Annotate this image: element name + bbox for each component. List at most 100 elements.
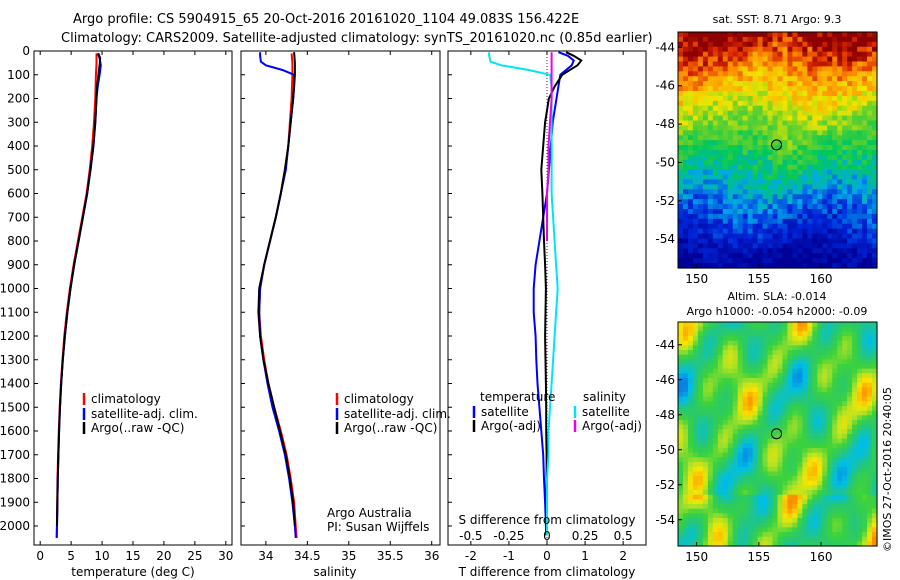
map-cell [687, 105, 694, 112]
map-cell [852, 51, 858, 58]
map-cell [722, 452, 729, 458]
map-cell [797, 209, 803, 215]
map-cell [678, 71, 684, 77]
map-cell [777, 164, 784, 171]
map-cell [687, 81, 694, 87]
map-cell [747, 154, 754, 161]
map-cell [752, 258, 759, 264]
map-cell [832, 429, 838, 435]
map-cell [772, 443, 779, 449]
map-cell [727, 120, 734, 127]
map-cell [832, 199, 838, 205]
map-cell [867, 429, 873, 435]
map-cell [682, 350, 689, 356]
map-cell [852, 145, 858, 151]
map-cell [702, 169, 709, 176]
map-cell [697, 150, 704, 156]
map-cell [772, 387, 779, 393]
map-cell [772, 130, 779, 136]
map-cell [867, 368, 873, 374]
map-cell [797, 46, 803, 53]
map-cell [762, 513, 769, 519]
map-cell [837, 392, 843, 398]
map-cell [837, 382, 843, 388]
map-cell [822, 359, 828, 365]
map-cell [732, 56, 739, 63]
map-cell [807, 331, 813, 337]
map-cell [752, 189, 759, 195]
map-cell [678, 61, 684, 68]
map-cell [777, 223, 784, 230]
map-cell [727, 541, 734, 547]
map-cell [717, 354, 724, 360]
map-cell [847, 91, 853, 97]
map-cell [802, 345, 808, 351]
map-cell [782, 204, 789, 210]
map-cell [842, 457, 848, 463]
map-cell [722, 41, 729, 48]
map-cell [847, 95, 853, 102]
map-cell [752, 499, 759, 505]
map-cell [747, 434, 754, 440]
map-cell [832, 420, 838, 426]
map-cell [702, 504, 709, 510]
map-cell [712, 368, 719, 374]
map-cell [852, 415, 858, 421]
map-cell [837, 145, 843, 151]
map-cell [757, 373, 764, 379]
map-cell [797, 536, 803, 542]
map-cell [752, 448, 759, 454]
map-cell [852, 457, 858, 463]
y-tick-label: 1600 [0, 424, 30, 438]
map-cell [812, 61, 818, 68]
map-cell [822, 263, 828, 269]
map-cell [682, 499, 689, 505]
map-cell [772, 322, 779, 328]
map-cell [782, 76, 789, 82]
map-cell [727, 130, 734, 136]
map-cell [712, 169, 719, 176]
map-cell [678, 322, 684, 328]
legend-t-satellite-label: satellite [481, 405, 529, 419]
map-cell [682, 536, 689, 542]
map-cell [832, 150, 838, 156]
map-cell [678, 424, 684, 430]
map-cell [792, 209, 798, 215]
map-cell [867, 513, 873, 519]
map-cell [682, 218, 689, 225]
map-cell [732, 233, 739, 240]
map-cell [827, 32, 833, 38]
y-tick-label: 200 [7, 92, 30, 106]
map-cell [812, 326, 818, 332]
map-cell [727, 174, 734, 181]
map-cell [697, 518, 704, 524]
map-cell [752, 331, 759, 337]
map-cell [692, 331, 699, 337]
map-cell [727, 382, 734, 388]
map-cell [862, 46, 868, 53]
map-cell [842, 32, 848, 38]
map-cell [707, 382, 714, 388]
map-cell [807, 326, 813, 332]
map-cell [702, 130, 709, 136]
map-cell [747, 145, 754, 151]
map-cell [722, 110, 729, 117]
map-cell [792, 51, 798, 58]
map-cell [777, 424, 784, 430]
map-cell [717, 100, 724, 107]
map-cell [682, 392, 689, 398]
map-cell [852, 480, 858, 486]
map-cell [777, 179, 784, 186]
map-cell [757, 61, 764, 68]
map-cell [678, 518, 684, 524]
map-cell [837, 56, 843, 63]
map-cell [752, 466, 759, 472]
map-cell [742, 359, 749, 365]
map-cell [742, 499, 749, 505]
map-cell [692, 243, 699, 249]
map-cell [872, 125, 878, 131]
map-cell [682, 471, 689, 477]
map-cell [717, 415, 724, 421]
map-cell [687, 448, 694, 454]
map-cell [692, 429, 699, 435]
